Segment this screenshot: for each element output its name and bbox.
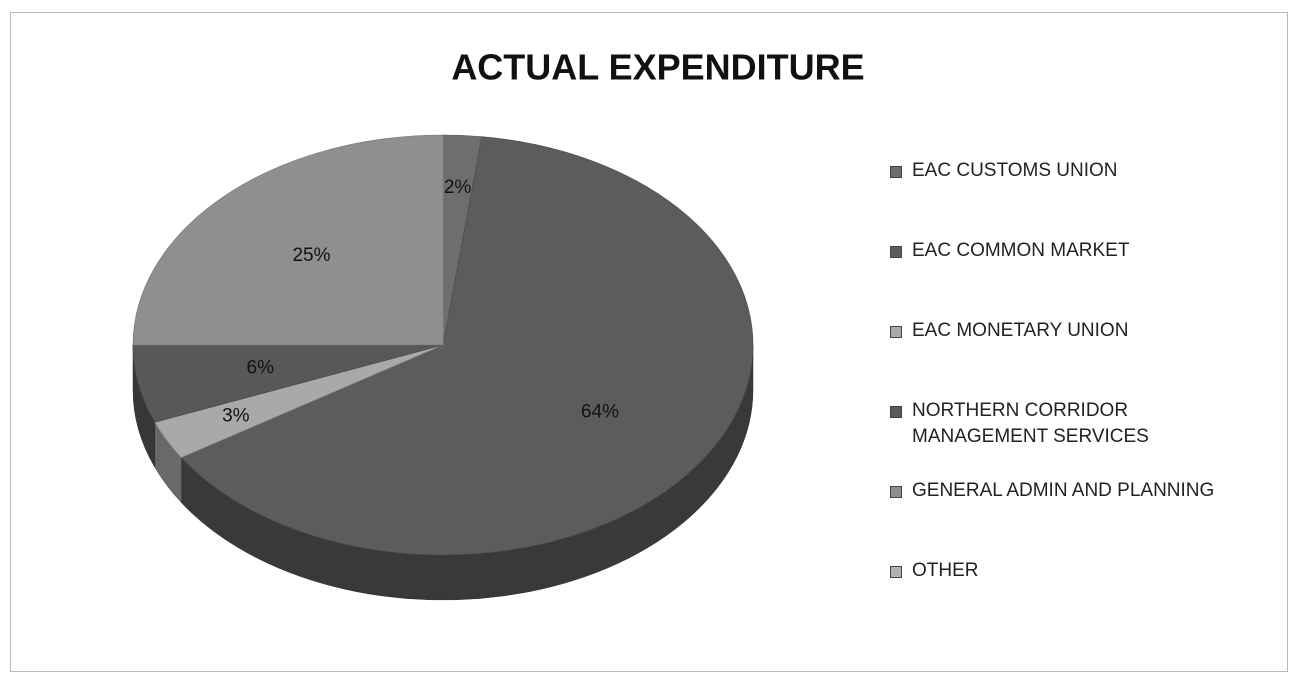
legend-label: GENERAL ADMIN AND PLANNING [912,480,1215,501]
slice [180,136,754,556]
data-label: 64% [581,402,619,423]
legend-label: NORTHERN CORRIDOR MANAGEMENT SERVICES [912,400,1149,447]
legend-swatch [890,166,902,178]
chart-frame [10,12,1288,672]
legend: EAC CUSTOMS UNION EAC COMMON MARKET EAC MO… [890,158,1214,638]
legend-item: GENERAL ADMIN AND PLANNING [890,478,1214,558]
legend-swatch [890,486,902,498]
legend-item: EAC COMMON MARKET [890,238,1214,318]
chart-title: ACTUAL EXPENDITURE [451,47,864,88]
legend-swatch [890,566,902,578]
legend-item: EAC CUSTOMS UNION [890,158,1214,238]
legend-label: EAC CUSTOMS UNION [912,160,1118,181]
pie-tops [132,134,754,556]
legend-swatch [890,246,902,258]
slice [132,134,444,346]
data-label: 25% [292,245,330,266]
data-label: 3% [222,406,250,427]
data-label: 2% [444,177,472,198]
legend-item: NORTHERN CORRIDOR MANAGEMENT SERVICES [890,398,1214,478]
legend-label: OTHER [912,560,979,581]
legend-item: EAC MONETARY UNION [890,318,1214,398]
legend-swatch [890,406,902,418]
legend-label: EAC MONETARY UNION [912,320,1129,341]
legend-swatch [890,326,902,338]
legend-label: EAC COMMON MARKET [912,240,1130,261]
data-label: 6% [247,358,275,379]
legend-item: OTHER [890,558,1214,638]
